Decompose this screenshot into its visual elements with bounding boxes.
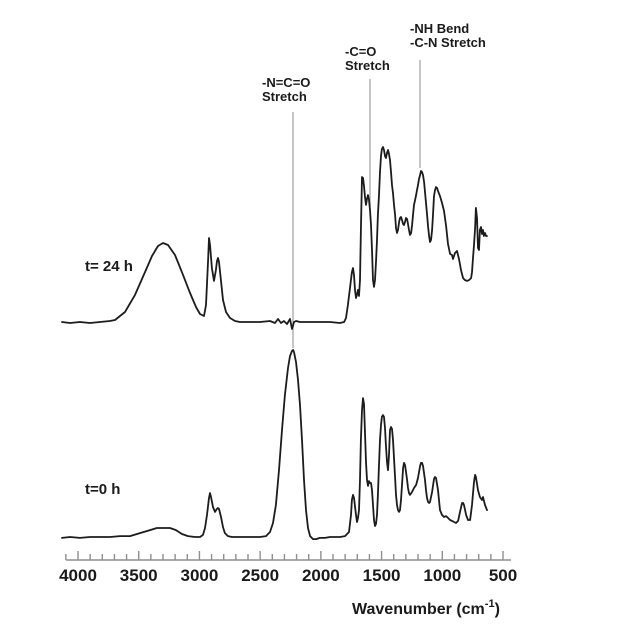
x-tick-label: 3500: [120, 566, 158, 585]
spectra-curves: t= 24 h t=0 h: [61, 146, 488, 540]
annotation-label-line: -NH Bend: [410, 21, 469, 36]
spectrum-curve-t24h: [61, 146, 488, 330]
x-tick-label: 3000: [181, 566, 219, 585]
x-tick-label: 4000: [59, 566, 97, 585]
x-tick-label: 500: [489, 566, 517, 585]
annotation-label-line: Stretch: [262, 89, 307, 104]
x-tick-label: 1500: [363, 566, 401, 585]
annotation-label-line: -C=O: [345, 44, 376, 59]
annotation-labels: -N=C=O Stretch-C=O Stretch-NH Bend -C-N Str…: [262, 21, 486, 104]
annotation-label-line: -C-N Stretch: [410, 35, 486, 50]
x-tick-label: 2500: [241, 566, 279, 585]
series-label-t0h: t=0 h: [85, 481, 120, 498]
annotation-label-line: Stretch: [345, 58, 390, 73]
annotation-label: -NH Bend -C-N Stretch: [410, 21, 486, 50]
spectrum-curve-t0h: [61, 349, 488, 540]
annotation-label: -N=C=O Stretch: [262, 75, 310, 104]
annotation-label: -C=O Stretch: [345, 44, 390, 73]
x-axis-title: Wavenumber (cm-1): [352, 598, 500, 618]
x-tick-label: 2000: [302, 566, 340, 585]
annotation-label-line: -N=C=O: [262, 75, 310, 90]
x-tick-label: 1000: [423, 566, 461, 585]
x-axis: 4000 3500 3000 2500 2000 1500 1000 500: [59, 551, 517, 585]
series-label-t24h: t= 24 h: [85, 258, 133, 275]
annotation-lines: [292, 60, 421, 348]
